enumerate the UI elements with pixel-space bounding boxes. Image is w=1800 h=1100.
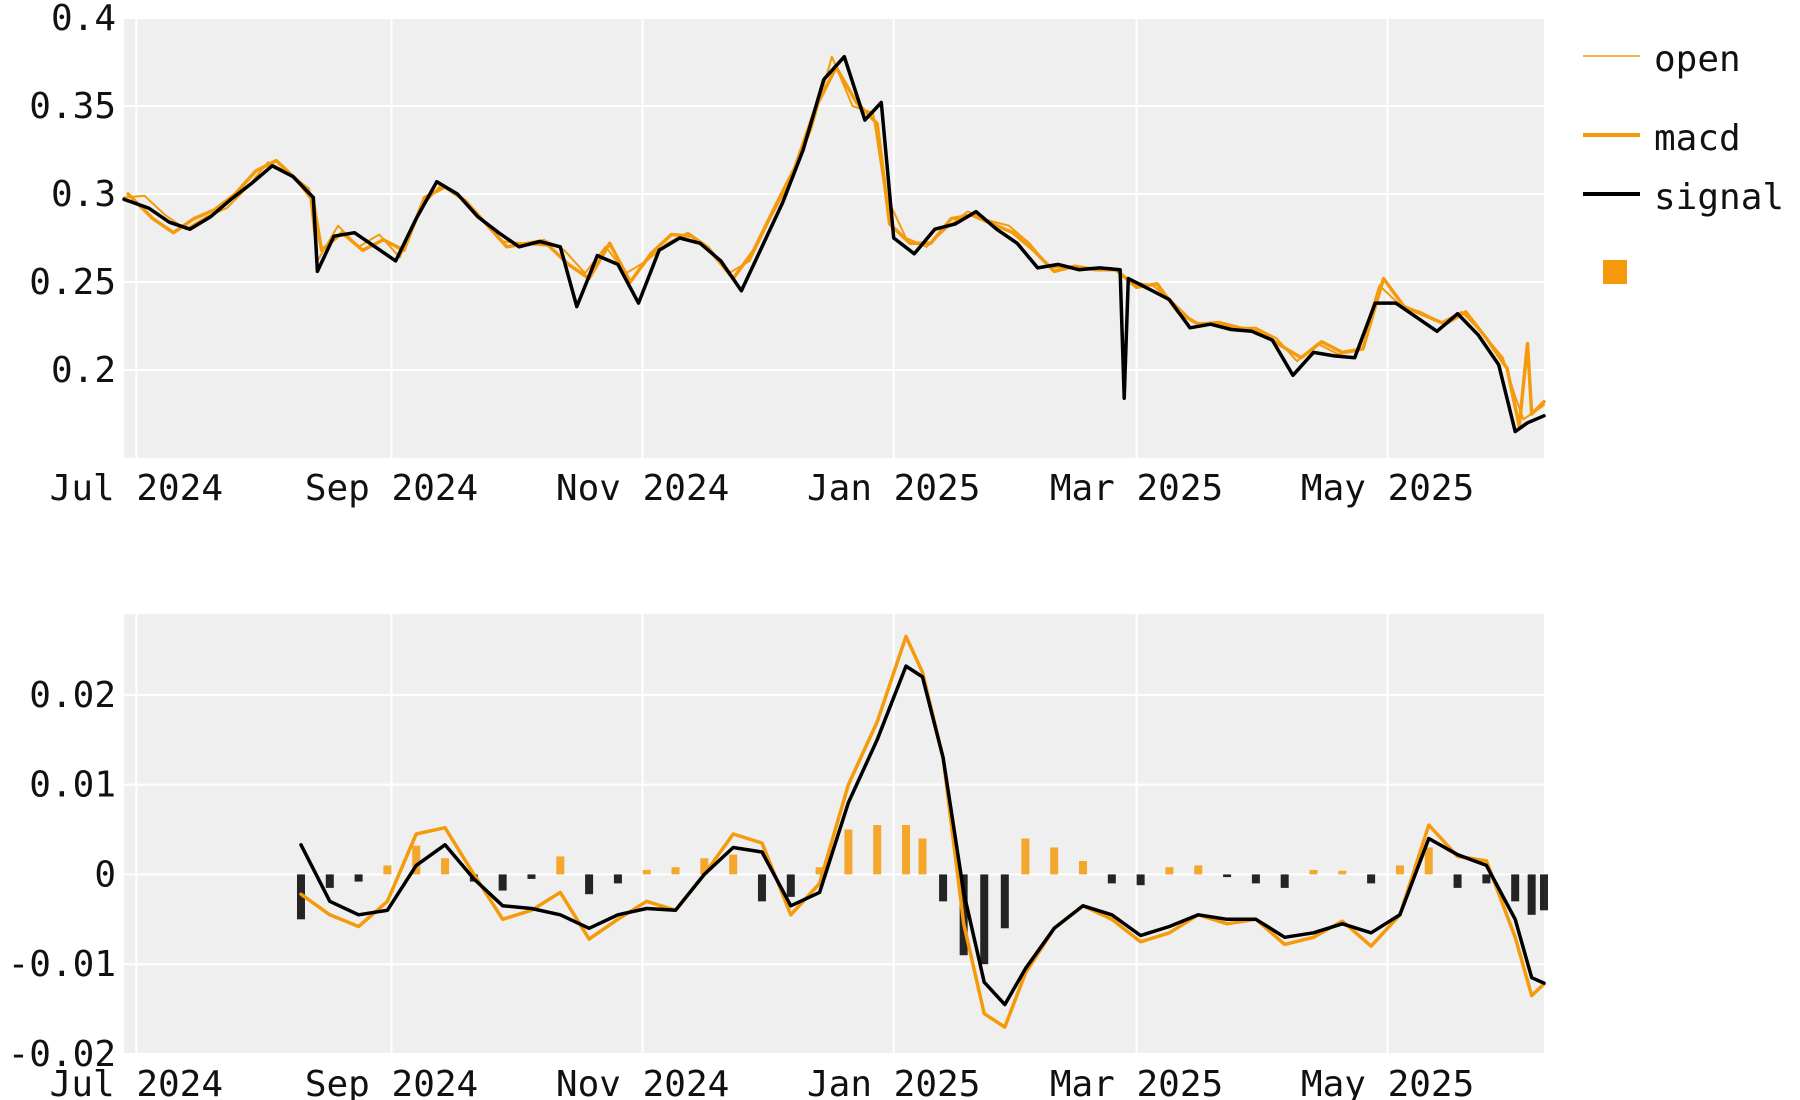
macd-histogram-bar bbox=[325, 874, 334, 888]
macd-histogram-bar bbox=[1309, 869, 1318, 875]
macd-histogram-bar bbox=[1424, 847, 1433, 875]
macd-histogram-bar bbox=[1527, 874, 1536, 915]
macd-histogram-bar bbox=[1165, 867, 1174, 875]
macd-x-tick-label: Nov 2024 bbox=[556, 1064, 729, 1100]
macd-histogram-bar bbox=[757, 874, 766, 902]
price-x-tick-labels: Jul 2024 Sep 2024 Nov 2024 Jan 2025 Mar 2025… bbox=[50, 468, 1475, 509]
macd-histogram-bar bbox=[1107, 874, 1116, 884]
macd-histogram-bar bbox=[383, 865, 392, 875]
price-x-tick-label: Nov 2024 bbox=[556, 468, 729, 509]
legend-item-histogram bbox=[1603, 260, 1627, 284]
macd-histogram-bar bbox=[671, 867, 680, 875]
macd-histogram-bar bbox=[1395, 865, 1404, 875]
macd-x-tick-label: May 2025 bbox=[1301, 1064, 1474, 1100]
macd-x-tick-label: Jan 2025 bbox=[807, 1064, 980, 1100]
price-panel: 0.2 0.25 0.3 0.35 0.4 Jul 2024 Sep 2024 Nov 20… bbox=[29, 0, 1546, 509]
macd-x-tick-label: Sep 2024 bbox=[305, 1064, 478, 1100]
macd-y-tick-label: -0.01 bbox=[8, 944, 116, 985]
macd-histogram-bar bbox=[527, 874, 536, 879]
macd-histogram-bar bbox=[1482, 874, 1491, 884]
macd-series-group bbox=[299, 634, 1546, 1029]
macd-histogram-bar bbox=[412, 845, 421, 875]
macd-histogram-bar bbox=[939, 874, 948, 902]
price-y-tick-labels: 0.2 0.25 0.3 0.35 0.4 bbox=[29, 0, 116, 391]
macd-histogram-bar bbox=[354, 874, 363, 882]
macd-histogram-bar bbox=[844, 829, 853, 875]
macd-histogram-bar bbox=[1251, 874, 1260, 884]
price-gridlines bbox=[124, 17, 1544, 458]
price-series-group bbox=[122, 54, 1546, 434]
price-y-tick-label: 0.35 bbox=[29, 86, 116, 127]
macd-x-tick-label: Jul 2024 bbox=[50, 1064, 223, 1100]
macd-histogram-bar bbox=[642, 869, 651, 875]
macd-histogram-bar bbox=[918, 838, 927, 875]
legend-swatch-histogram bbox=[1603, 260, 1627, 284]
macd-panel: -0.02 -0.01 0 0.01 0.02 Jul 2024 Sep 2024 Nov … bbox=[8, 614, 1548, 1100]
macd-histogram-bar bbox=[585, 874, 594, 895]
price-x-tick-label: May 2025 bbox=[1301, 468, 1474, 509]
macd-histogram-bar bbox=[1453, 874, 1462, 888]
macd-histogram-bar bbox=[1540, 874, 1548, 911]
macd-x-tick-label: Mar 2025 bbox=[1050, 1064, 1223, 1100]
macd-histogram-bar bbox=[1223, 874, 1232, 878]
legend-label-macd: macd bbox=[1654, 118, 1741, 159]
macd-histogram-bar bbox=[1000, 874, 1009, 929]
macd-histogram-bar bbox=[1021, 838, 1030, 875]
macd-histogram-bar bbox=[556, 856, 565, 875]
macd-y-tick-labels: -0.02 -0.01 0 0.01 0.02 bbox=[8, 675, 116, 1075]
legend-label-open: open bbox=[1654, 39, 1741, 80]
legend-label-signal: signal bbox=[1654, 177, 1784, 218]
macd-histogram-bar bbox=[980, 874, 989, 965]
macd-y-tick-label: 0.02 bbox=[29, 675, 116, 716]
price-series-signal bbox=[122, 54, 1546, 434]
macd-y-tick-label: -0.02 bbox=[8, 1034, 116, 1075]
legend-item-macd: macd bbox=[1583, 118, 1741, 159]
price-x-tick-label: Mar 2025 bbox=[1050, 468, 1223, 509]
macd-histogram-bar bbox=[498, 874, 507, 891]
macd-histogram-bar bbox=[700, 858, 709, 875]
macd-histogram-bar bbox=[1079, 860, 1088, 875]
macd-histogram-bar bbox=[1050, 847, 1059, 875]
macd-histogram-bar bbox=[729, 854, 738, 875]
macd-y-tick-label: 0.01 bbox=[29, 765, 116, 806]
macd-histogram-bar bbox=[1511, 874, 1520, 902]
price-y-tick-label: 0.2 bbox=[51, 350, 116, 391]
legend-item-signal: signal bbox=[1583, 177, 1784, 218]
macd-histogram-bar bbox=[1338, 870, 1347, 875]
macd-histogram-bar bbox=[296, 874, 305, 920]
macd-x-tick-labels: Jul 2024 Sep 2024 Nov 2024 Jan 2025 Mar 2025… bbox=[50, 1064, 1475, 1100]
price-y-tick-label: 0.3 bbox=[51, 174, 116, 215]
macd-series-signal bbox=[299, 664, 1546, 1007]
macd-histogram-bar bbox=[1367, 874, 1376, 884]
price-series-macd bbox=[126, 65, 1546, 429]
macd-histogram-bar bbox=[815, 867, 824, 875]
macd-histogram-bar bbox=[873, 825, 882, 875]
price-x-tick-label: Sep 2024 bbox=[305, 468, 478, 509]
macd-histogram-bar bbox=[441, 858, 450, 875]
price-y-tick-label: 0.25 bbox=[29, 262, 116, 303]
price-x-tick-label: Jan 2025 bbox=[807, 468, 980, 509]
price-y-tick-label: 0.4 bbox=[51, 0, 116, 39]
macd-histogram-bar bbox=[1280, 874, 1289, 888]
macd-histogram-bar bbox=[902, 825, 911, 875]
legend: open macd signal bbox=[1583, 39, 1784, 284]
macd-y-tick-label: 0 bbox=[94, 854, 116, 895]
macd-histogram-bar bbox=[613, 874, 622, 884]
macd-histogram-bar bbox=[1194, 865, 1203, 875]
macd-gridlines bbox=[124, 614, 1544, 1055]
macd-histogram-bar bbox=[786, 874, 795, 897]
macd-histogram-bar bbox=[1136, 874, 1145, 886]
price-x-tick-label: Jul 2024 bbox=[50, 468, 223, 509]
legend-item-open: open bbox=[1583, 39, 1741, 80]
